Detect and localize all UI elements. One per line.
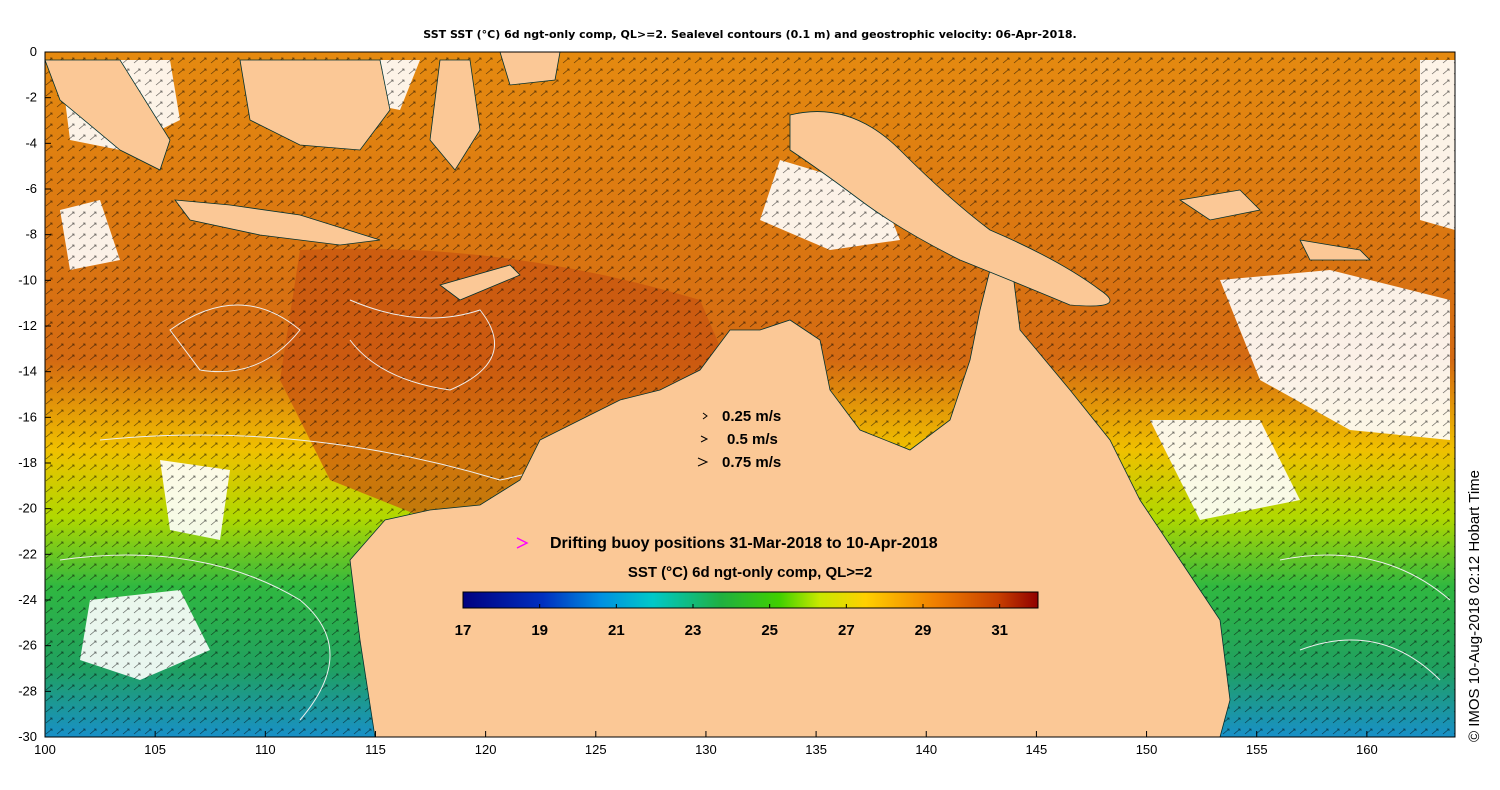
x-tick-label: 120 (475, 742, 497, 757)
velocity-legend-label: 0.5 m/s (727, 431, 778, 448)
colorbar: SST (°C) 6d ngt-only comp, QL>=2 17 19 21 2… (455, 564, 1039, 639)
colorbar-tick-label: 29 (915, 622, 932, 639)
x-tick-label: 155 (1246, 742, 1268, 757)
plot-frame (44, 51, 1456, 738)
x-tick-label: 140 (915, 742, 937, 757)
x-tick-label: 135 (805, 742, 827, 757)
sumatra (45, 59, 171, 171)
colorbar-tick-label: 27 (838, 622, 855, 639)
y-tick-label: -16 (18, 409, 37, 424)
y-axis: 0 -2 -4 -6 -8 -10 -12 -14 -16 -18 -20 -22 -24 -26 -28 -… (18, 44, 51, 744)
colorbar-title: SST (°C) 6d ngt-only comp, QL>=2 (628, 564, 872, 581)
map-title: SST SST (°C) 6d ngt-only comp, QL>=2. Se… (423, 28, 1077, 41)
colorbar-tick-label: 23 (685, 622, 702, 639)
colorbar-tick-label: 19 (531, 622, 548, 639)
x-tick-label: 150 (1136, 742, 1158, 757)
y-tick-label: -12 (18, 318, 37, 333)
credit-text: © IMOS 10-Aug-2018 02:12 Hobart Time (1466, 469, 1483, 742)
australia (349, 249, 1231, 737)
x-tick-label: 130 (695, 742, 717, 757)
y-tick-label: -26 (18, 638, 37, 653)
y-tick-label: -24 (18, 592, 37, 607)
java (174, 199, 381, 246)
y-tick-label: 0 (30, 44, 37, 59)
colorbar-gradient (462, 591, 1039, 609)
velocity-legend-label: 0.25 m/s (722, 408, 781, 425)
y-tick-label: -10 (18, 272, 37, 287)
mindanao (499, 52, 561, 86)
x-tick-label: 160 (1356, 742, 1378, 757)
y-tick-label: -30 (18, 729, 37, 744)
x-tick-label: 115 (365, 742, 386, 757)
x-tick-label: 145 (1026, 742, 1048, 757)
x-tick-label: 110 (255, 742, 276, 757)
buoy-legend: Drifting buoy positions 31-Mar-2018 to 1… (516, 535, 938, 552)
timor (439, 264, 521, 301)
buoy-marker-icon (516, 537, 529, 549)
landmass (45, 52, 1371, 737)
sulawesi (429, 59, 481, 171)
y-tick-label: -4 (25, 135, 37, 150)
y-tick-label: -18 (18, 455, 37, 470)
x-tick-label: 100 (34, 742, 56, 757)
velocity-legend: 0.25 m/s 0.5 m/s 0.75 m/s (697, 408, 781, 471)
y-tick-label: -8 (25, 227, 37, 242)
buoy-legend-label: Drifting buoy positions 31-Mar-2018 to 1… (550, 535, 938, 552)
colorbar-tick-label: 31 (991, 622, 1008, 639)
colorbar-tick-label: 21 (608, 622, 625, 639)
x-tick-label: 125 (585, 742, 607, 757)
x-tick-label: 105 (144, 742, 166, 757)
y-tick-label: -2 (25, 90, 37, 105)
colorbar-tick-label: 25 (761, 622, 778, 639)
y-tick-label: -20 (18, 501, 37, 516)
y-tick-label: -22 (18, 546, 37, 561)
solomon-islands (1299, 239, 1371, 261)
velocity-legend-label: 0.75 m/s (722, 454, 781, 471)
new-guinea (789, 111, 1111, 307)
borneo (239, 59, 391, 151)
y-tick-label: -28 (18, 683, 37, 698)
y-tick-label: -6 (25, 181, 37, 196)
colorbar-tick-label: 17 (455, 622, 472, 639)
velocity-arrow-icon (702, 412, 708, 420)
y-tick-label: -14 (18, 364, 37, 379)
x-axis: 100 105 110 115 120 125 130 135 140 145 150 155 160 (34, 731, 1378, 757)
velocity-arrow-icon (697, 457, 709, 467)
new-britain (1178, 189, 1261, 221)
velocity-arrow-icon (700, 435, 709, 443)
